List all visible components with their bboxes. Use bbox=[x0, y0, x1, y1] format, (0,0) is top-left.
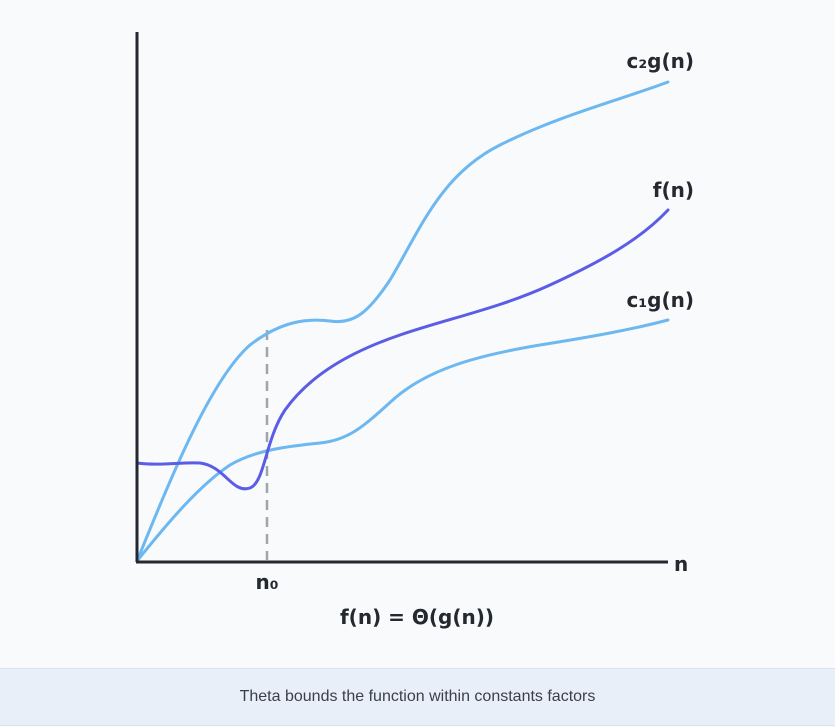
caption-text: Theta bounds the function within constan… bbox=[239, 688, 596, 705]
theta-notation-figure: c₂g(n) f(n) c₁g(n) n n₀ f(n) = Θ(g(n)) bbox=[135, 32, 694, 629]
lower-bound-label: c₁g(n) bbox=[627, 288, 694, 312]
function-curve bbox=[135, 208, 670, 491]
theta-diagram: c₂g(n) f(n) c₁g(n) n n₀ f(n) = Θ(g(n)) bbox=[135, 32, 694, 629]
upper-bound-curve bbox=[135, 80, 670, 563]
upper-bound-label: c₂g(n) bbox=[627, 49, 694, 73]
threshold-label: n₀ bbox=[256, 570, 279, 594]
theta-formula: f(n) = Θ(g(n)) bbox=[340, 605, 494, 629]
lower-bound-curve bbox=[135, 318, 670, 563]
x-axis-label: n bbox=[674, 552, 688, 576]
function-label: f(n) bbox=[653, 178, 694, 202]
caption-bar: Theta bounds the function within constan… bbox=[0, 668, 835, 726]
